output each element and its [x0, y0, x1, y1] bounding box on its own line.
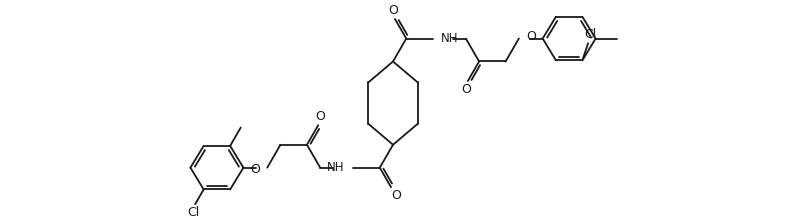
Text: NH: NH: [442, 32, 459, 45]
Text: O: O: [249, 163, 260, 176]
Text: O: O: [527, 30, 536, 43]
Text: Cl: Cl: [584, 28, 596, 41]
Text: O: O: [461, 83, 471, 96]
Text: O: O: [315, 110, 325, 123]
Text: Cl: Cl: [187, 206, 199, 218]
Text: O: O: [388, 4, 398, 17]
Text: NH: NH: [327, 161, 345, 174]
Text: O: O: [391, 189, 401, 202]
